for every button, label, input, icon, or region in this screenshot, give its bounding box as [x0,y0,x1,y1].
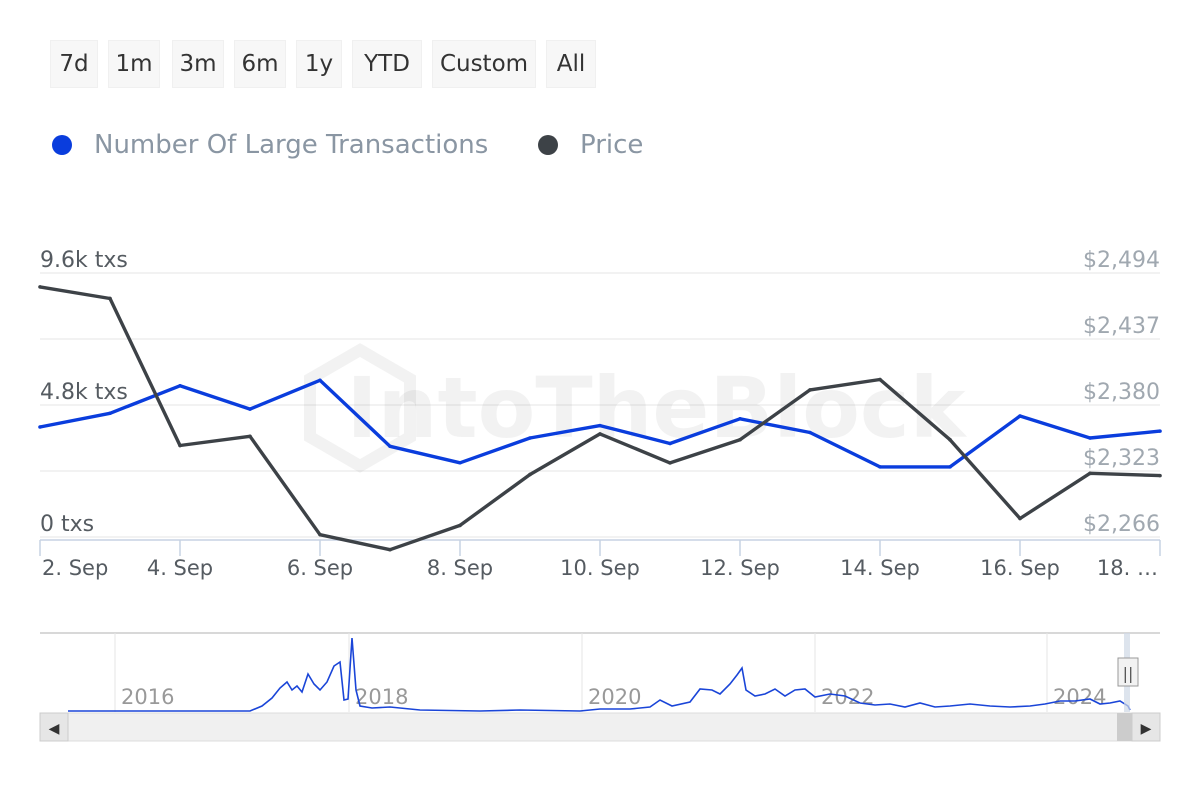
data-point [1088,471,1092,476]
left-axis-tick-label: 0 txs [40,512,94,537]
navigator-year-label: 2018 [355,685,408,709]
data-point [318,532,322,537]
data-point [738,437,742,442]
data-point [878,465,882,469]
x-axis-tick-label: 12. Sep [700,556,780,580]
range-button-all[interactable]: All [546,40,596,88]
x-axis-tick-label: 4. Sep [147,556,213,580]
x-axis-tick-label: 14. Sep [840,556,920,580]
data-point [528,472,532,477]
navigator-year-label: 2016 [121,685,174,709]
navigator-handle-grip-icon: || [1123,664,1134,683]
data-point [388,444,392,449]
data-point [878,377,882,382]
x-axis-tick-label: 6. Sep [287,556,353,580]
watermark-logo-icon [304,343,416,473]
x-axis-tick-label: 16. Sep [980,556,1060,580]
data-point [458,523,462,528]
range-button-ytd[interactable]: YTD [352,40,422,88]
chevron-left-icon: ◀ [49,721,60,737]
x-axis-tick-label: 18. … [1097,556,1158,580]
data-point [668,461,672,465]
data-point [1158,429,1162,433]
range-button-6m[interactable]: 6m [234,40,286,88]
data-point [318,378,322,383]
data-point [1018,414,1022,418]
legend-marker-icon [52,135,72,155]
scrollbar-thumb[interactable] [1117,713,1132,741]
right-axis-tick-label: $2,437 [1083,314,1160,339]
data-point [1088,436,1092,440]
data-point [668,441,672,446]
data-point [108,296,112,301]
watermark-logo-shape [304,343,416,473]
data-point [808,430,812,435]
legend-label: Price [580,130,644,160]
data-point [388,547,392,552]
chevron-right-icon: ▶ [1141,721,1152,737]
navigator-series-line [68,637,1131,712]
watermark-text: IntoTheBlock [346,359,967,457]
data-point [1018,516,1022,521]
range-button-3m[interactable]: 3m [172,40,224,88]
legend-marker-icon [538,135,558,155]
range-button-custom[interactable]: Custom [432,40,536,88]
data-point [178,383,182,388]
navigator-year-label: 2020 [588,685,641,709]
right-axis-tick-label: $2,494 [1083,248,1160,273]
data-point [948,437,952,442]
data-point [248,407,252,411]
right-axis-tick-label: $2,266 [1083,512,1160,537]
legend-label: Number Of Large Transactions [94,130,489,160]
data-point [738,416,742,421]
navigator-year-label: 2024 [1053,685,1106,709]
data-point [598,423,602,428]
range-button-7d[interactable]: 7d [50,40,98,88]
x-axis-tick-label: 2. Sep [42,556,108,580]
scroll-left-button[interactable] [39,712,69,742]
navigator-handle-icon[interactable] [1117,657,1139,687]
legend-item-large-transactions[interactable]: Number Of Large Transactions [52,130,488,160]
left-axis-tick-label: 4.8k txs [40,380,128,405]
scroll-right-button[interactable] [1131,712,1161,742]
data-point [948,465,952,469]
scrollbar-track[interactable] [39,712,1161,742]
x-axis-tick-label: 10. Sep [560,556,640,580]
data-point [108,411,112,416]
data-point [1158,473,1162,478]
data-point [458,460,462,465]
data-point [38,425,42,429]
x-axis-tick-label: 8. Sep [427,556,493,580]
data-point [38,285,42,289]
right-axis-tick-label: $2,323 [1083,446,1160,471]
range-button-1m[interactable]: 1m [108,40,160,88]
data-point [808,388,812,392]
data-point [598,432,602,436]
data-point [528,436,532,440]
range-button-1y[interactable]: 1y [296,40,342,88]
right-axis-tick-label: $2,380 [1083,380,1160,405]
left-axis-tick-label: 9.6k txs [40,248,128,273]
data-point [248,434,252,439]
data-point [178,443,182,448]
legend-item-price[interactable]: Price [538,130,643,160]
